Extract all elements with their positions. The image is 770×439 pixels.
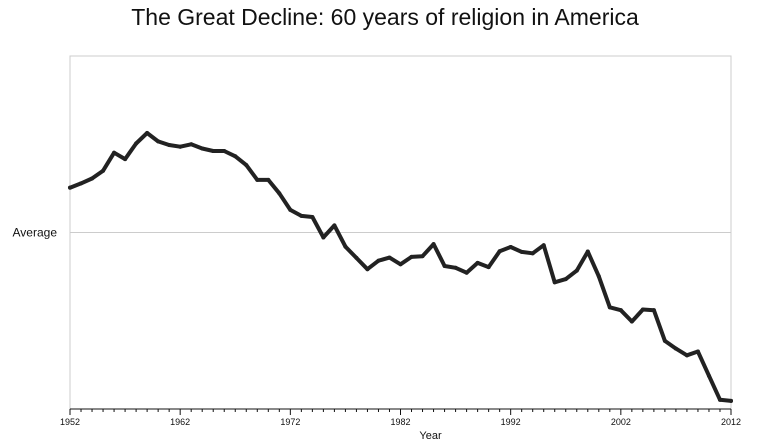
x-tick-label: 1982 [390, 417, 410, 427]
x-tick-label: 2012 [721, 417, 741, 427]
data-point [684, 353, 689, 358]
data-point [640, 307, 645, 312]
data-point [200, 146, 205, 151]
data-point [695, 349, 700, 354]
data-point [464, 270, 469, 275]
y-axis: Average [13, 226, 731, 240]
data-point [354, 255, 359, 260]
data-point [112, 150, 117, 155]
data-point [90, 176, 95, 181]
data-point [420, 254, 425, 259]
data-point [68, 185, 72, 190]
series-group [68, 130, 733, 403]
data-point [475, 260, 480, 265]
data-point [167, 142, 172, 147]
data-point [134, 141, 139, 146]
data-point [299, 213, 304, 218]
data-point [288, 207, 293, 212]
x-axis: 1952 1962 1972 1982 1992 2002 2012 [60, 408, 741, 427]
data-point [596, 274, 601, 279]
data-point [321, 235, 326, 240]
data-point [453, 265, 458, 270]
x-tick-label: 1972 [280, 417, 300, 427]
data-point [244, 163, 249, 168]
chart-title: The Great Decline: 60 years of religion … [131, 4, 639, 30]
data-point [431, 242, 436, 247]
data-point [497, 249, 502, 254]
data-point [332, 223, 337, 228]
data-point [563, 277, 568, 282]
data-point [387, 255, 392, 260]
data-point [585, 249, 590, 254]
data-point [233, 154, 238, 159]
data-point [486, 265, 491, 270]
x-tick-label: 1962 [170, 417, 190, 427]
series-line-0 [68, 131, 733, 403]
data-point [519, 249, 524, 254]
data-point [156, 139, 161, 144]
data-point [255, 177, 260, 182]
data-point [574, 268, 579, 273]
data-point [717, 397, 722, 402]
data-point [607, 305, 612, 310]
data-point [541, 243, 546, 248]
data-point [266, 177, 271, 182]
y-tick-label-average: Average [13, 226, 58, 240]
data-point [310, 214, 315, 219]
data-point [662, 338, 667, 343]
x-axis-label: Year [419, 430, 442, 439]
data-point [442, 264, 447, 269]
data-point [706, 373, 711, 378]
data-point [398, 262, 403, 267]
data-point [376, 258, 381, 263]
data-point [211, 148, 216, 153]
data-point [365, 267, 370, 272]
data-point [729, 398, 733, 403]
x-tick-label: 2002 [611, 417, 631, 427]
data-point [343, 244, 348, 249]
data-point [673, 346, 678, 351]
data-point [178, 144, 183, 149]
data-point [409, 254, 414, 259]
data-point [222, 148, 227, 153]
data-point [629, 319, 634, 324]
data-point [651, 308, 656, 313]
data-point [189, 142, 194, 147]
data-point [123, 157, 128, 162]
data-point [79, 181, 84, 186]
data-point [530, 251, 535, 256]
data-point [145, 130, 150, 135]
data-point [508, 244, 513, 249]
data-point [552, 280, 557, 285]
data-point [101, 168, 106, 173]
data-point [277, 191, 282, 196]
x-tick-label: 1952 [60, 417, 80, 427]
x-tick-label: 1992 [501, 417, 521, 427]
data-point [618, 308, 623, 313]
